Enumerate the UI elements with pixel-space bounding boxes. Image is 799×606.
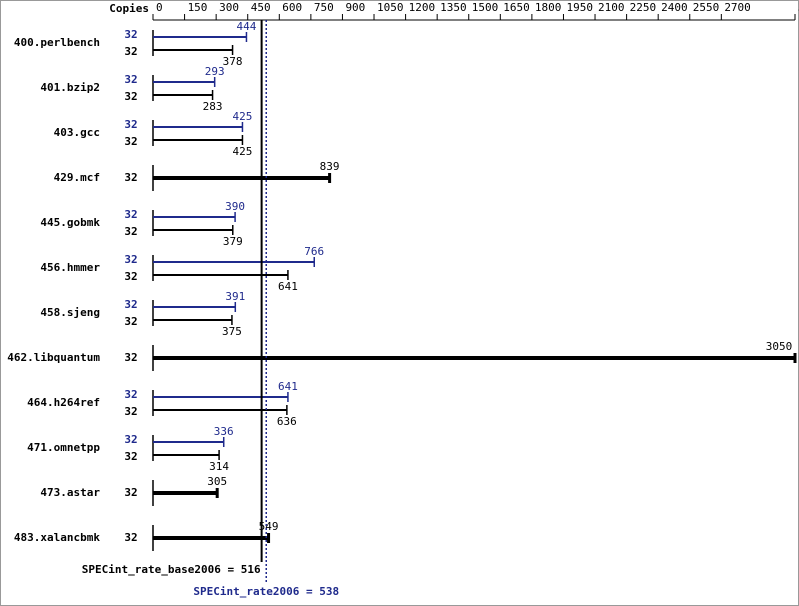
x-tick-label: 600 bbox=[282, 1, 302, 14]
copies: 32 bbox=[124, 405, 137, 418]
copies: 32 bbox=[124, 351, 137, 364]
copies: 32 bbox=[124, 253, 137, 266]
value-label: 636 bbox=[277, 415, 297, 428]
bar bbox=[153, 491, 218, 495]
bar bbox=[153, 36, 247, 38]
value-label: 641 bbox=[278, 380, 298, 393]
copies: 32 bbox=[124, 270, 137, 283]
value-label: 390 bbox=[225, 200, 245, 213]
benchmark-name: 464.h264ref bbox=[27, 396, 100, 409]
value-label: 314 bbox=[209, 460, 229, 473]
bar bbox=[153, 441, 224, 443]
x-tick-label: 1800 bbox=[535, 1, 562, 14]
benchmark-name: 400.perlbench bbox=[14, 36, 100, 49]
value-label: 425 bbox=[233, 145, 253, 158]
value-label: 336 bbox=[214, 425, 234, 438]
x-tick-label: 300 bbox=[219, 1, 239, 14]
copies: 32 bbox=[124, 90, 137, 103]
copies: 32 bbox=[124, 73, 137, 86]
benchmark-name: 483.xalancbmk bbox=[14, 531, 100, 544]
x-tick-label: 750 bbox=[314, 1, 334, 14]
benchmark-name: 458.sjeng bbox=[40, 306, 100, 319]
x-tick-label: 1500 bbox=[472, 1, 499, 14]
x-tick-label: 2700 bbox=[724, 1, 751, 14]
value-label: 379 bbox=[223, 235, 243, 248]
value-label: 641 bbox=[278, 280, 298, 293]
x-tick-label: 1650 bbox=[503, 1, 530, 14]
bar bbox=[153, 126, 243, 128]
copies: 32 bbox=[124, 298, 137, 311]
value-label: 444 bbox=[237, 20, 257, 33]
bar bbox=[153, 229, 233, 231]
bar bbox=[153, 356, 795, 360]
copies-header: Copies bbox=[109, 2, 149, 15]
benchmark-name: 471.omnetpp bbox=[27, 441, 100, 454]
bar bbox=[153, 49, 233, 51]
value-label: 549 bbox=[259, 520, 279, 533]
copies: 32 bbox=[124, 486, 137, 499]
x-tick-label: 450 bbox=[251, 1, 271, 14]
x-tick-label: 150 bbox=[188, 1, 208, 14]
benchmark-name: 403.gcc bbox=[54, 126, 100, 139]
bar bbox=[153, 319, 232, 321]
bar bbox=[153, 139, 243, 141]
copies: 32 bbox=[124, 225, 137, 238]
x-tick-label: 2250 bbox=[630, 1, 657, 14]
value-label: 839 bbox=[320, 160, 340, 173]
x-tick-label: 1050 bbox=[377, 1, 404, 14]
value-label: 283 bbox=[203, 100, 223, 113]
x-tick-label: 0 bbox=[156, 1, 163, 14]
copies: 32 bbox=[124, 450, 137, 463]
copies: 32 bbox=[124, 208, 137, 221]
bar bbox=[153, 274, 288, 276]
bar bbox=[153, 454, 220, 456]
copies: 32 bbox=[124, 45, 137, 58]
value-label: 305 bbox=[207, 475, 227, 488]
value-label: 766 bbox=[304, 245, 324, 258]
value-label: 378 bbox=[223, 55, 243, 68]
copies: 32 bbox=[124, 315, 137, 328]
bar bbox=[153, 216, 236, 218]
bar bbox=[153, 94, 213, 96]
bar bbox=[153, 81, 215, 83]
benchmark-name: 445.gobmk bbox=[40, 216, 100, 229]
bar bbox=[153, 396, 288, 398]
copies: 32 bbox=[124, 433, 137, 446]
x-tick-label: 1350 bbox=[440, 1, 467, 14]
bar bbox=[153, 176, 330, 180]
reference-label: SPECint_rate_base2006 = 516 bbox=[82, 563, 261, 576]
reference-label: SPECint_rate2006 = 538 bbox=[193, 585, 339, 598]
benchmark-name: 462.libquantum bbox=[7, 351, 100, 364]
x-tick-label: 2100 bbox=[598, 1, 625, 14]
benchmark-name: 473.astar bbox=[40, 486, 100, 499]
copies: 32 bbox=[124, 135, 137, 148]
bar bbox=[153, 261, 315, 263]
benchmark-name: 429.mcf bbox=[54, 171, 100, 184]
benchmark-name: 456.hmmer bbox=[40, 261, 100, 274]
bar bbox=[153, 409, 287, 411]
value-label: 375 bbox=[222, 325, 242, 338]
benchmark-name: 401.bzip2 bbox=[40, 81, 100, 94]
x-tick-label: 1950 bbox=[566, 1, 593, 14]
copies: 32 bbox=[124, 388, 137, 401]
value-label: 293 bbox=[205, 65, 225, 78]
x-tick-label: 2550 bbox=[693, 1, 720, 14]
copies: 32 bbox=[124, 171, 137, 184]
copies: 32 bbox=[124, 118, 137, 131]
value-label: 391 bbox=[225, 290, 245, 303]
value-label: 425 bbox=[233, 110, 253, 123]
value-label: 3050 bbox=[766, 340, 793, 353]
bar bbox=[153, 536, 269, 540]
bar bbox=[153, 306, 236, 308]
copies: 32 bbox=[124, 28, 137, 41]
x-tick-label: 1200 bbox=[409, 1, 436, 14]
x-tick-label: 2400 bbox=[661, 1, 688, 14]
copies: 32 bbox=[124, 531, 137, 544]
x-tick-label: 900 bbox=[345, 1, 365, 14]
